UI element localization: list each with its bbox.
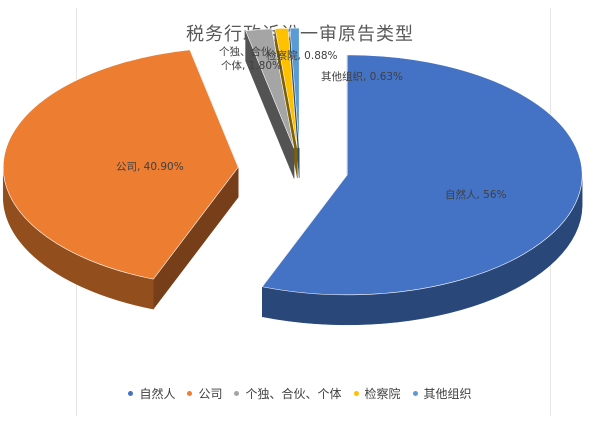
legend-item-5: 其他组织 (412, 385, 472, 402)
legend-item-1: 自然人 (128, 385, 175, 402)
legend-item-2: 公司 (187, 385, 222, 402)
legend-swatch (234, 391, 240, 396)
data-label-2: 公司, 40.90% (116, 161, 184, 173)
legend-item-3: 个独、合伙、个体 (234, 385, 342, 402)
pie-slice-2 (2, 49, 239, 310)
data-label-1: 自然人, 56% (445, 188, 507, 201)
legend-label: 公司 (198, 387, 223, 401)
pie-slice-1 (261, 54, 583, 326)
data-label-4: 检察院, 0.88% (266, 49, 338, 62)
legend-swatch (353, 391, 359, 396)
legend-label: 检察院 (364, 387, 401, 401)
legend-item-4: 检察院 (353, 385, 401, 402)
chart-legend: 自然人 公司 个独、合伙、个体 检察院 其他组织 (0, 385, 600, 402)
data-label-5: 其他组织, 0.63% (321, 70, 403, 83)
legend-swatch (412, 391, 418, 396)
legend-label: 其他组织 (423, 387, 472, 401)
pie-slice-3 (245, 28, 295, 179)
legend-label: 自然人 (139, 387, 176, 401)
legend-swatch (187, 391, 193, 396)
data-label-3: 个独、合伙、个体, 1.80% (219, 45, 282, 72)
legend-swatch (128, 391, 134, 396)
legend-label: 个独、合伙、个体 (245, 387, 342, 401)
